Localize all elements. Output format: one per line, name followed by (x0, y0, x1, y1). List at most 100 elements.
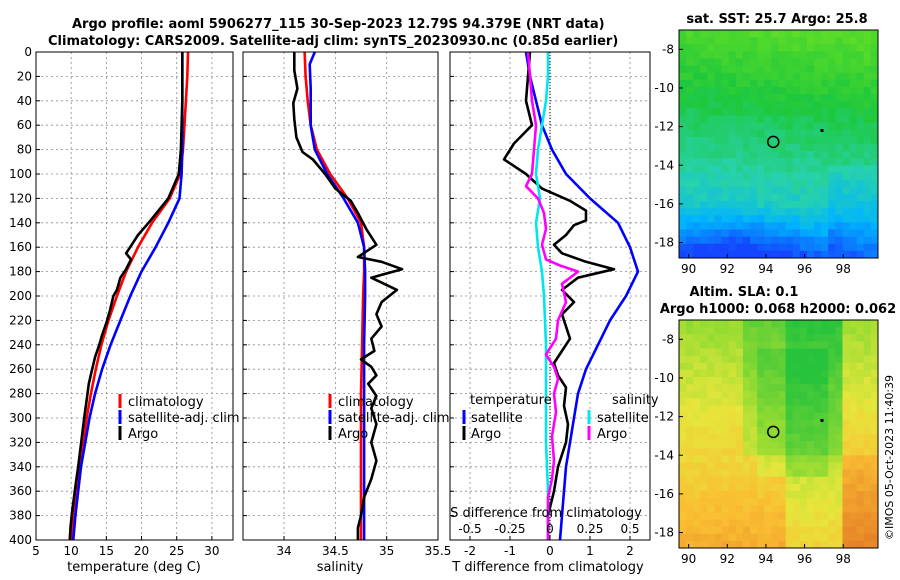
map-cell (835, 208, 844, 216)
map-cell (714, 526, 723, 535)
map-cell (828, 469, 836, 478)
map-cell (771, 72, 780, 81)
map-cell (679, 229, 687, 238)
map-cell (714, 341, 723, 350)
map-cell (842, 186, 851, 195)
map-cell (821, 79, 829, 88)
map-cell (721, 355, 730, 364)
map-cell (686, 419, 694, 428)
map-cell (863, 469, 872, 478)
map-cell (757, 222, 765, 231)
map-cell (792, 201, 801, 209)
map-cell (835, 519, 844, 528)
map-cell (821, 476, 829, 485)
map-cell (742, 434, 751, 442)
map-cell (764, 434, 772, 442)
map-cell (693, 348, 701, 357)
map-cell (849, 384, 858, 392)
map-cell (742, 348, 751, 357)
map-cell (686, 101, 694, 109)
map-cell (750, 398, 758, 407)
map-cell (792, 65, 801, 74)
map-cell (835, 419, 844, 428)
map-cell (700, 144, 709, 152)
map-cell (742, 448, 751, 456)
map-cell (799, 519, 808, 528)
map-cell (693, 519, 701, 528)
map-cell (700, 58, 709, 67)
map-cell (750, 334, 758, 342)
map-cell (742, 412, 751, 421)
map-cell (693, 384, 701, 392)
map-cell (700, 412, 709, 421)
map-cell (700, 87, 709, 95)
map-cell (856, 65, 865, 74)
map-cell (778, 341, 787, 350)
map-cell (771, 419, 780, 428)
map-cell (771, 483, 780, 492)
map-cell (742, 151, 751, 159)
map-cell (693, 469, 701, 478)
map-cell (771, 215, 780, 223)
map-cell (771, 30, 780, 38)
map-cell (714, 362, 723, 371)
map-cell (728, 391, 737, 399)
map-cell (714, 405, 723, 414)
map-cell (828, 377, 836, 385)
map-cell (870, 512, 878, 521)
map-cell (742, 533, 751, 542)
depth-tick-label: 340 (9, 460, 32, 474)
map-cell (814, 462, 822, 471)
map-cell (686, 412, 694, 421)
x-tick-label: 1 (586, 544, 594, 558)
map-cell (693, 320, 701, 328)
map-cell (700, 483, 709, 492)
map-cell (707, 193, 716, 202)
map-cell (771, 341, 780, 350)
map-cell (764, 419, 772, 428)
map-cell (828, 320, 836, 328)
map-cell (806, 498, 815, 506)
map-cell (828, 101, 836, 109)
map-cell (806, 369, 815, 378)
legend-label-temperature-satellite: satellite (471, 411, 523, 426)
map-cell (707, 65, 716, 74)
map-cell (679, 355, 687, 364)
map-cell (778, 348, 787, 357)
map-cell (693, 512, 701, 521)
map-cell (750, 362, 758, 371)
map-cell (828, 369, 836, 378)
map-cell (742, 334, 751, 342)
map-cell (792, 448, 801, 456)
map-cell (714, 215, 723, 223)
map-cell (870, 498, 878, 506)
map-cell (814, 355, 822, 364)
map-cell (721, 151, 730, 159)
map-cell (849, 115, 858, 124)
map-cell (856, 469, 865, 478)
map-cell (693, 505, 701, 513)
map-cell (721, 215, 730, 223)
sst-map-title: sat. SST: 25.7 Argo: 25.8 (686, 12, 867, 27)
map-cell (686, 476, 694, 485)
map-cell (806, 201, 815, 209)
map-cell (700, 222, 709, 231)
map-cell (764, 320, 772, 328)
map-cell (835, 334, 844, 342)
map-cell (742, 236, 751, 245)
map-cell (757, 44, 765, 52)
map-cell (714, 222, 723, 231)
map-cell (821, 334, 829, 342)
map-cell (828, 483, 836, 492)
map-cell (693, 448, 701, 456)
map-cell (728, 151, 737, 159)
map-cell (806, 505, 815, 513)
map-cell (728, 129, 737, 138)
map-cell (806, 129, 815, 138)
map-cell (821, 362, 829, 371)
map-cell (856, 540, 865, 548)
depth-tick-label: 60 (17, 118, 32, 132)
map-cell (728, 498, 737, 506)
map-cell (757, 229, 765, 238)
map-cell (707, 434, 716, 442)
